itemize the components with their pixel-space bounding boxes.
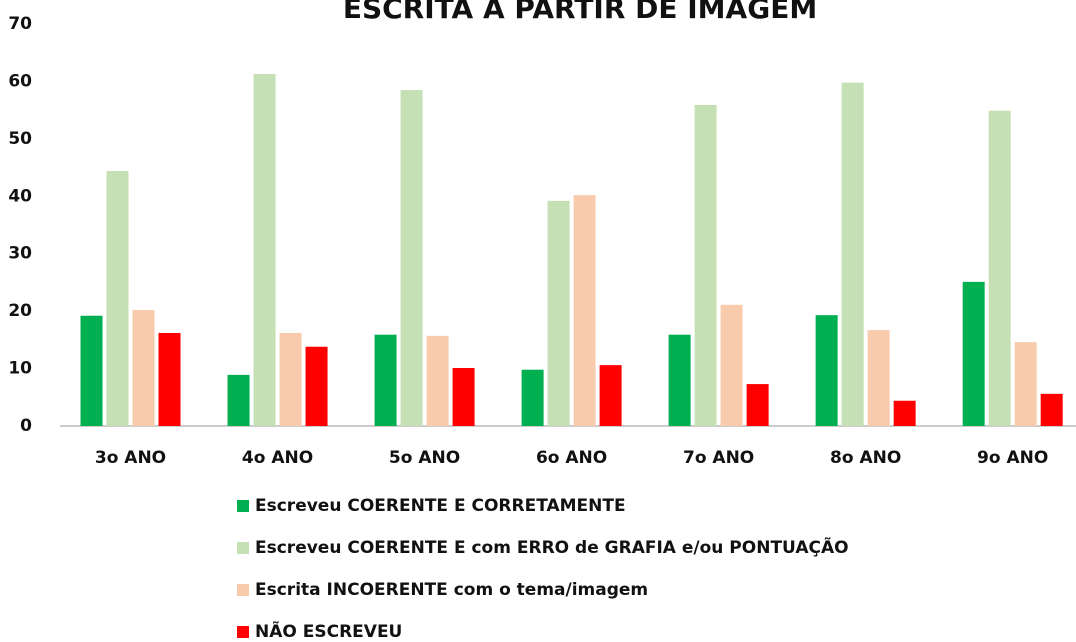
x-tick-label: 5o ANO (389, 448, 460, 468)
y-tick-label: 10 (8, 359, 32, 379)
bar (867, 330, 890, 426)
y-tick-label: 30 (8, 244, 32, 264)
x-tick-label: 4o ANO (242, 448, 313, 468)
bar (841, 82, 864, 426)
bar (962, 281, 985, 426)
bar (521, 369, 544, 426)
bar (573, 195, 596, 426)
bar (80, 315, 103, 426)
legend-swatch (237, 626, 249, 638)
bar (426, 335, 449, 426)
bar (1014, 342, 1037, 426)
bar (452, 367, 475, 426)
bar (279, 332, 302, 426)
bar (227, 374, 250, 426)
legend-swatch (237, 500, 249, 512)
x-tick-label: 6o ANO (536, 448, 607, 468)
bar (158, 332, 181, 426)
y-tick-label: 60 (8, 71, 32, 91)
bar (599, 365, 622, 426)
y-tick-label: 50 (8, 129, 32, 149)
bar (400, 90, 423, 427)
x-tick-label: 7o ANO (683, 448, 754, 468)
y-tick-label: 0 (20, 416, 32, 436)
y-tick-label: 70 (8, 14, 32, 34)
bar (305, 346, 328, 426)
bar (668, 334, 691, 426)
bar (988, 110, 1011, 427)
y-tick-label: 40 (8, 186, 32, 206)
bar (815, 315, 838, 426)
x-tick-label: 8o ANO (830, 448, 901, 468)
bar (106, 171, 129, 426)
y-tick-label: 20 (8, 301, 32, 321)
legend-swatch (237, 542, 249, 554)
bar (1040, 393, 1063, 426)
legend-swatch (237, 584, 249, 596)
bar (253, 73, 276, 426)
x-tick-label: 3o ANO (95, 448, 166, 468)
bar (374, 334, 397, 426)
bar (893, 400, 916, 426)
legend-label: NÃO ESCREVEU (255, 619, 402, 642)
bar (694, 104, 717, 426)
bar (547, 200, 570, 426)
x-tick-label: 9o ANO (977, 448, 1048, 468)
bar (746, 384, 769, 426)
bar (132, 309, 155, 426)
legend-label: Escrita INCOERENTE com o tema/imagem (255, 580, 648, 600)
legend-label: Escreveu COERENTE E CORRETAMENTE (255, 496, 626, 516)
legend-label: Escreveu COERENTE E com ERRO de GRAFIA e… (255, 535, 849, 558)
bar (720, 304, 743, 426)
chart-title: ESCRITA A PARTIR DE IMAGEM (343, 0, 817, 25)
